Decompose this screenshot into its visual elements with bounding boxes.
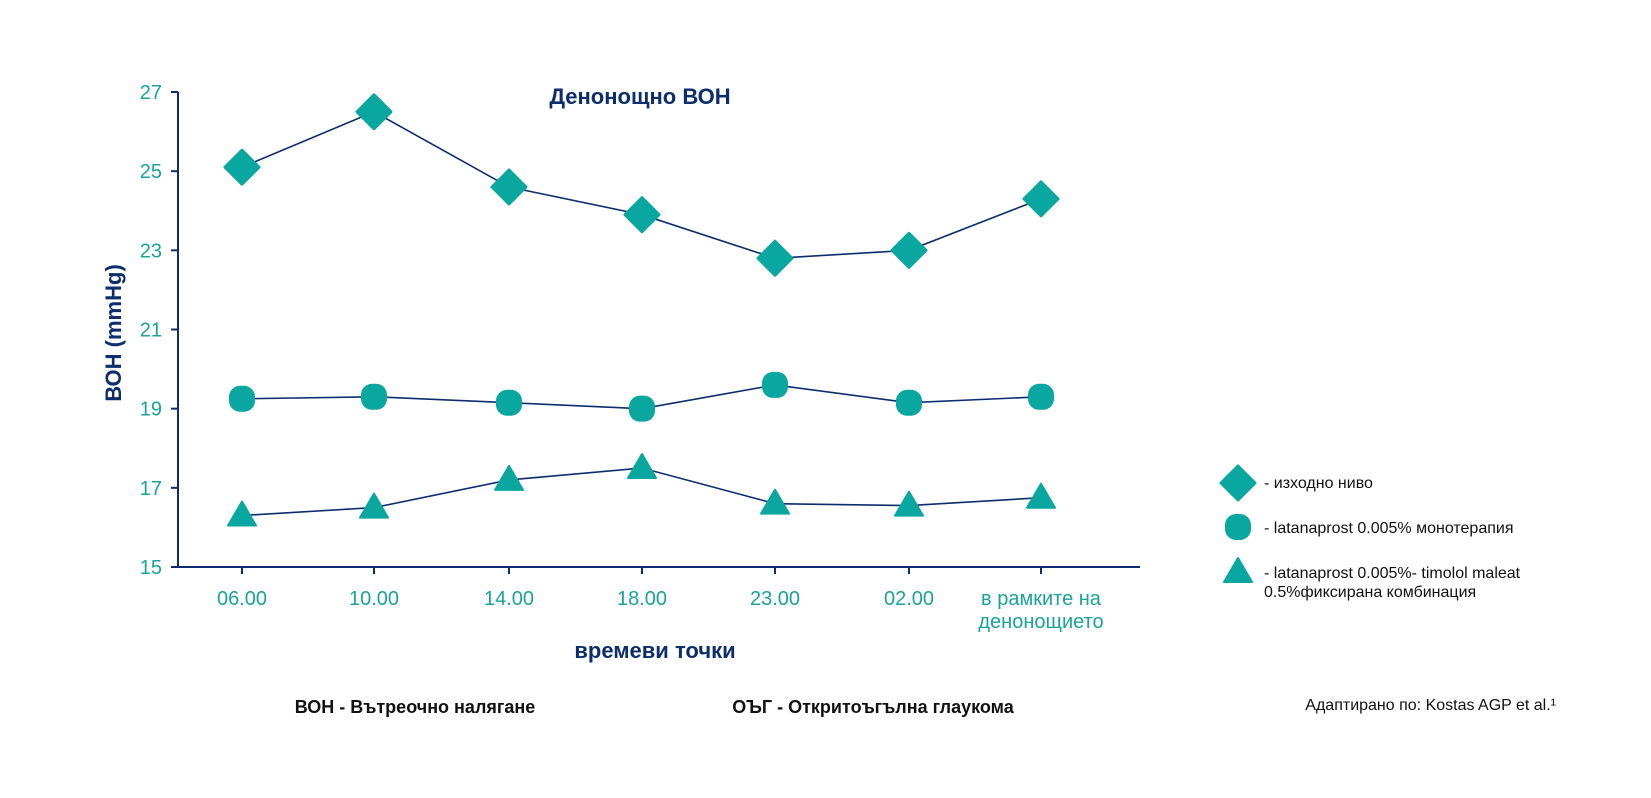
data-point-circle [361,383,387,410]
legend-label: - изходно ниво [1264,475,1373,492]
x-tick-label-line: 02.00 [884,588,934,610]
y-tick-label: 21 [140,320,162,342]
y-tick-label: 15 [140,557,162,579]
data-point-triangle [359,492,389,519]
note-voh: ВОН - Вътреочно налягане [295,697,536,717]
chart-title: Денонощно ВОН [549,84,730,109]
x-tick-label-line: 14.00 [484,588,534,610]
legend-item: - latanaprost 0.005%- timolol maleat 0.5%… [1223,557,1521,601]
legend-label: - latanaprost 0.005%- timolol maleat 0.5%… [1264,565,1521,601]
data-point-diamond [623,196,661,234]
x-tick-label-line: 23.00 [750,588,800,610]
y-tick-label: 17 [140,478,162,500]
legend-marker-diamond [1219,464,1257,502]
data-point-circle [496,389,522,416]
series-circle [229,371,1054,422]
data-point-diamond [1022,180,1060,218]
axes: 15 17 19 21 23 25 27 06.00 10.00 14.00 18.00 23.00 0… [140,82,1140,633]
y-axis-title: ВОН (mmHg) [101,264,126,402]
series-layer [223,93,1060,527]
y-tick-label: 19 [140,399,162,421]
x-tick-label-line: 18.00 [617,588,667,610]
legend-label-line: 0.5%фиксирана комбинация [1264,584,1476,601]
x-tick-label: 18.00 [617,588,667,610]
x-tick-label: 06.00 [217,588,267,610]
legend-label-line: - latanaprost 0.005%- timolol maleat [1264,565,1521,582]
data-point-triangle [1026,482,1056,509]
data-point-diamond [756,239,794,277]
legend-item: - изходно ниво [1219,464,1373,502]
data-point-triangle [494,464,524,491]
x-tick-label: 14.00 [484,588,534,610]
y-tick-label: 23 [140,240,162,262]
series-triangle [227,453,1056,527]
x-tick-label-line: 10.00 [349,588,399,610]
y-tick-label: 27 [140,82,162,104]
data-point-triangle [894,490,924,517]
note-oag: ОЪГ - Откритоъгълна глаукома [732,697,1014,717]
source-note: Адаптирано по: Kostas AGP et al.¹ [1305,697,1556,714]
data-point-diamond [355,93,393,131]
series-diamond [223,93,1060,277]
x-tick-label-line: 06.00 [217,588,267,610]
legend-label-line: - latanaprost 0.005% монотерапия [1264,520,1513,537]
legend-item: - latanaprost 0.005% монотерапия [1225,514,1513,540]
data-point-circle [629,395,655,422]
x-tick-label: 23.00 [750,588,800,610]
legend-marker-triangle [1223,557,1253,583]
x-tick-label: в рамките на денонощието [978,588,1103,633]
data-point-diamond [890,231,928,269]
x-tick-label: 10.00 [349,588,399,610]
x-tick-label: 02.00 [884,588,934,610]
data-point-circle [896,389,922,416]
data-point-triangle [227,500,257,527]
y-tick-label: 25 [140,161,162,183]
legend-label-line: - изходно ниво [1264,475,1373,492]
data-point-triangle [760,488,790,515]
data-point-diamond [490,168,528,206]
data-point-circle [1028,383,1054,410]
legend-label: - latanaprost 0.005% монотерапия [1264,520,1513,537]
x-tick-label-line: в рамките на [981,588,1102,610]
data-point-diamond [223,148,261,186]
data-point-circle [229,385,255,412]
data-point-triangle [627,453,657,480]
legend: - изходно ниво - latanaprost 0.005% монот… [1219,464,1521,601]
series-line-diamond [241,110,1042,260]
legend-marker-circle [1225,514,1251,540]
data-point-circle [762,371,788,398]
x-tick-label-line: денонощието [978,611,1103,633]
x-axis-title: времеви точки [574,638,735,663]
